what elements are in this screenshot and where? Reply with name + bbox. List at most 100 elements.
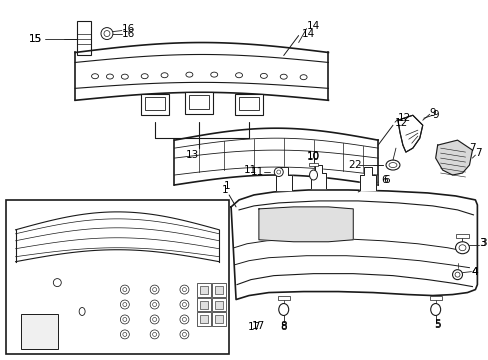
Ellipse shape: [150, 330, 159, 339]
FancyBboxPatch shape: [141, 94, 168, 116]
Ellipse shape: [274, 167, 283, 176]
Text: 12: 12: [397, 113, 410, 123]
Ellipse shape: [101, 28, 113, 40]
Ellipse shape: [276, 170, 280, 174]
Ellipse shape: [182, 302, 186, 306]
FancyBboxPatch shape: [197, 283, 211, 297]
Ellipse shape: [120, 330, 129, 339]
Text: 4: 4: [470, 267, 477, 276]
Text: 10: 10: [306, 152, 320, 162]
Ellipse shape: [210, 72, 217, 77]
Text: 9: 9: [429, 108, 435, 118]
Ellipse shape: [260, 73, 267, 78]
Ellipse shape: [455, 242, 468, 254]
FancyBboxPatch shape: [212, 283, 225, 297]
FancyBboxPatch shape: [239, 96, 258, 111]
FancyBboxPatch shape: [197, 298, 211, 311]
Ellipse shape: [309, 170, 317, 180]
Ellipse shape: [180, 315, 188, 324]
Ellipse shape: [300, 75, 306, 80]
Ellipse shape: [280, 74, 286, 79]
Text: 4: 4: [470, 267, 477, 276]
Ellipse shape: [152, 288, 156, 292]
Ellipse shape: [388, 163, 396, 167]
Text: 10: 10: [306, 151, 320, 161]
FancyBboxPatch shape: [144, 96, 164, 111]
Polygon shape: [231, 190, 476, 300]
Ellipse shape: [150, 315, 159, 324]
Text: 8: 8: [280, 323, 286, 332]
Text: 13: 13: [185, 150, 199, 160]
Ellipse shape: [122, 302, 126, 306]
FancyBboxPatch shape: [77, 21, 91, 55]
Ellipse shape: [430, 303, 440, 315]
FancyBboxPatch shape: [200, 285, 208, 293]
FancyBboxPatch shape: [215, 301, 223, 309]
Ellipse shape: [120, 285, 129, 294]
Text: 11: 11: [243, 165, 256, 175]
Ellipse shape: [180, 330, 188, 339]
Ellipse shape: [182, 318, 186, 321]
Polygon shape: [310, 165, 326, 188]
Polygon shape: [397, 115, 422, 152]
Text: 14: 14: [301, 28, 314, 39]
Ellipse shape: [122, 318, 126, 321]
Ellipse shape: [141, 74, 148, 79]
FancyBboxPatch shape: [277, 296, 289, 300]
Text: 15: 15: [29, 33, 42, 44]
Text: 3: 3: [478, 238, 485, 248]
FancyBboxPatch shape: [215, 285, 223, 293]
FancyBboxPatch shape: [308, 163, 318, 166]
Text: 16: 16: [122, 28, 135, 39]
Ellipse shape: [152, 318, 156, 321]
Ellipse shape: [185, 72, 192, 77]
Ellipse shape: [385, 160, 399, 170]
Ellipse shape: [278, 303, 288, 315]
Text: 5: 5: [433, 320, 440, 330]
FancyBboxPatch shape: [235, 94, 263, 116]
Text: 11: 11: [250, 167, 264, 177]
Ellipse shape: [180, 285, 188, 294]
Ellipse shape: [79, 307, 85, 315]
FancyBboxPatch shape: [215, 315, 223, 323]
Ellipse shape: [152, 302, 156, 306]
Polygon shape: [360, 167, 375, 190]
Polygon shape: [435, 140, 471, 175]
Text: 9: 9: [432, 110, 438, 120]
Text: 15: 15: [29, 33, 42, 44]
Ellipse shape: [120, 315, 129, 324]
Polygon shape: [258, 207, 352, 242]
Ellipse shape: [122, 288, 126, 292]
FancyBboxPatch shape: [6, 200, 229, 354]
Text: 14: 14: [306, 21, 319, 31]
Text: 6: 6: [380, 175, 387, 185]
Text: 6: 6: [382, 175, 389, 185]
Ellipse shape: [104, 31, 110, 37]
Ellipse shape: [182, 288, 186, 292]
FancyBboxPatch shape: [20, 315, 58, 349]
Text: 7: 7: [474, 148, 481, 158]
Ellipse shape: [150, 300, 159, 309]
Ellipse shape: [235, 73, 242, 78]
Ellipse shape: [121, 74, 128, 79]
Ellipse shape: [451, 270, 462, 280]
Text: 16: 16: [122, 24, 135, 33]
Text: 2: 2: [354, 160, 361, 170]
FancyBboxPatch shape: [197, 312, 211, 327]
Text: 1: 1: [224, 181, 230, 191]
FancyBboxPatch shape: [212, 312, 225, 327]
Text: 8: 8: [280, 321, 286, 332]
FancyBboxPatch shape: [429, 296, 441, 300]
Text: 5: 5: [433, 319, 440, 329]
Text: 17: 17: [251, 321, 264, 332]
FancyBboxPatch shape: [185, 93, 213, 114]
Text: 1: 1: [222, 185, 228, 195]
Text: 12: 12: [394, 118, 407, 128]
Text: 2: 2: [348, 160, 354, 170]
Ellipse shape: [106, 74, 113, 79]
FancyBboxPatch shape: [189, 95, 209, 109]
Text: 17: 17: [247, 323, 261, 332]
FancyBboxPatch shape: [455, 234, 468, 238]
Ellipse shape: [120, 300, 129, 309]
Ellipse shape: [161, 73, 168, 78]
